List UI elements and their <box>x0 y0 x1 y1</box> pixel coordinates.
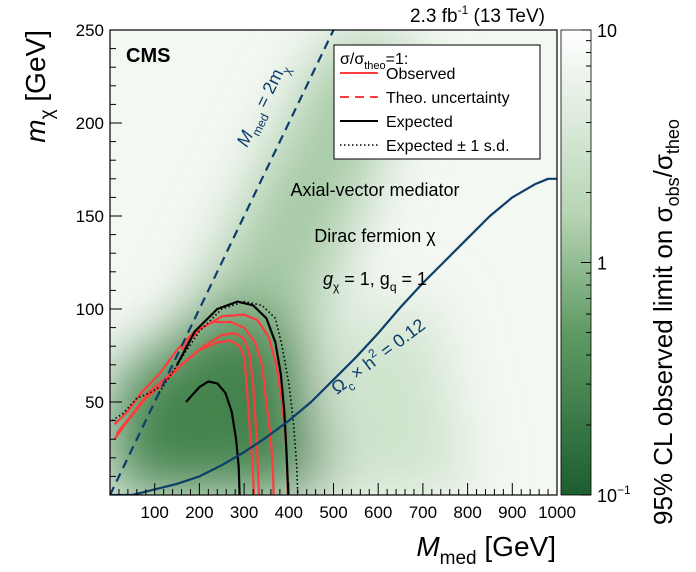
y-axis-title: mχ [GeV] <box>20 30 58 143</box>
y-tick-label-4: 250 <box>76 21 104 40</box>
heatmap-core <box>110 300 330 495</box>
x-tick-label-2: 300 <box>230 503 258 522</box>
x-tick-label-5: 600 <box>364 503 392 522</box>
legend-label-3: Expected ± 1 s.d. <box>386 138 510 155</box>
series-line-2 <box>115 332 260 495</box>
z-tick-label-0: 10 <box>597 21 617 41</box>
curves-layer <box>110 30 557 495</box>
legend-title: σ/σtheo=1: <box>340 51 408 72</box>
x-tick-label-8: 900 <box>498 503 526 522</box>
x-tick-label-7: 800 <box>453 503 481 522</box>
y-axis-ticks: 50 100 150 200 250 <box>76 21 122 477</box>
lumi-header: 2.3 fb-1 (13 TeV) <box>410 3 545 27</box>
y-tick-label-1: 100 <box>76 300 104 319</box>
legend-label-0: Observed <box>386 66 455 83</box>
x-axis-title: Mmed [GeV] <box>416 531 556 569</box>
legend: σ/σtheo=1: Observed Theo. uncertainty Expe… <box>333 44 541 160</box>
colorbar-title: 95% CL observed limit on σobs/σtheo <box>648 119 683 525</box>
y-tick-label-3: 200 <box>76 114 104 133</box>
annotation-fermion: Dirac fermion χ <box>314 226 436 246</box>
legend-label-1: Theo. uncertainty <box>386 90 510 107</box>
x-tick-label-1: 200 <box>185 503 213 522</box>
series-line-5 <box>185 380 241 495</box>
legend-entries: Observed Theo. uncertainty Expected Expecte… <box>340 66 510 155</box>
annotation-model: Axial-vector mediator <box>290 180 459 200</box>
series-line-9 <box>110 177 557 495</box>
legend-label-2: Expected <box>386 114 453 131</box>
series-line-4 <box>176 300 290 495</box>
x-tick-label-4: 500 <box>319 503 347 522</box>
series-line-0 <box>113 339 255 495</box>
cms-label: CMS <box>126 45 170 67</box>
series-line-8 <box>110 30 335 495</box>
legend-box <box>333 44 541 160</box>
series-line-1 <box>113 320 275 495</box>
y-tick-label-0: 50 <box>85 393 104 412</box>
annotation-couplings: gχ = 1, gq = 1 <box>323 269 427 294</box>
x-tick-label-0: 100 <box>141 503 169 522</box>
colorbar-ticks: 10 1 10−1 <box>581 21 631 506</box>
z-tick-label-2: 10−1 <box>597 483 631 506</box>
x-tick-label-9: 1000 <box>538 503 576 522</box>
x-tick-label-6: 700 <box>409 503 437 522</box>
z-tick-label-1: 1 <box>597 254 607 274</box>
y-tick-label-2: 150 <box>76 207 104 226</box>
series-line-7 <box>111 386 160 422</box>
x-tick-label-3: 400 <box>275 503 303 522</box>
series-line-6 <box>158 300 299 495</box>
x-axis-ticks: 100 200 300 400 500 600 700 800 900 1000 <box>118 483 576 522</box>
